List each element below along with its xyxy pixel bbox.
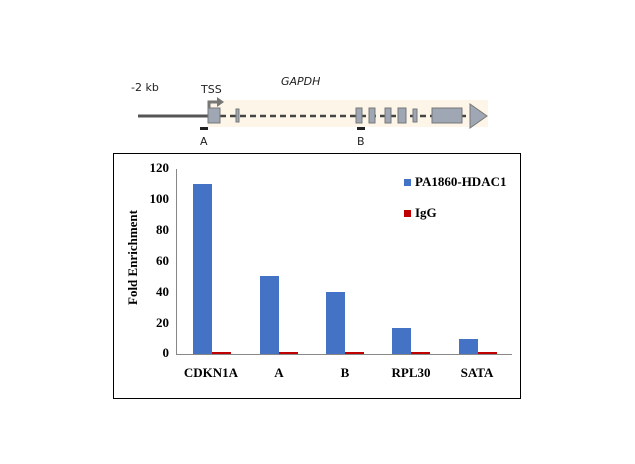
y-tick: 40 xyxy=(156,284,169,299)
x-tick: CDKN1A xyxy=(183,365,239,380)
x-tick: RPL30 xyxy=(391,365,431,380)
y-tick: 20 xyxy=(156,315,169,330)
y-tick: 0 xyxy=(162,345,170,360)
y-tick: 80 xyxy=(156,222,169,237)
bar-hdac1-cdkn1a xyxy=(193,184,212,354)
bar-hdac1-sata xyxy=(459,339,478,354)
gene-structure xyxy=(138,97,488,130)
x-tick: A xyxy=(274,365,284,380)
bar-hdac1-a xyxy=(260,276,279,354)
bar-hdac1-rpl30 xyxy=(392,328,411,354)
amplicon-a-label: A xyxy=(200,135,208,148)
y-tick: 100 xyxy=(149,191,170,206)
legend-item-igg: IgG xyxy=(404,205,437,221)
upstream-label: -2 kb xyxy=(131,81,159,94)
bar-igg-rpl30 xyxy=(411,352,430,354)
tss-label: TSS xyxy=(201,83,222,96)
bar-igg-cdkn1a xyxy=(212,352,231,354)
chart-frame xyxy=(113,153,521,399)
bar-hdac1-b xyxy=(326,292,345,354)
x-tick: SATA xyxy=(460,365,494,380)
gene-label: GAPDH xyxy=(281,75,321,88)
bar-igg-sata xyxy=(478,352,497,354)
y-tick: 60 xyxy=(156,253,169,268)
amplicon-b-label: B xyxy=(357,135,365,148)
legend-swatch xyxy=(404,209,411,217)
legend-swatch xyxy=(404,178,411,186)
bar-igg-b xyxy=(345,352,364,354)
legend-item-hdac1: PA1860-HDAC1 xyxy=(404,174,506,190)
y-tick: 120 xyxy=(149,160,170,175)
bar-igg-a xyxy=(279,352,298,354)
x-tick: B xyxy=(340,365,350,380)
